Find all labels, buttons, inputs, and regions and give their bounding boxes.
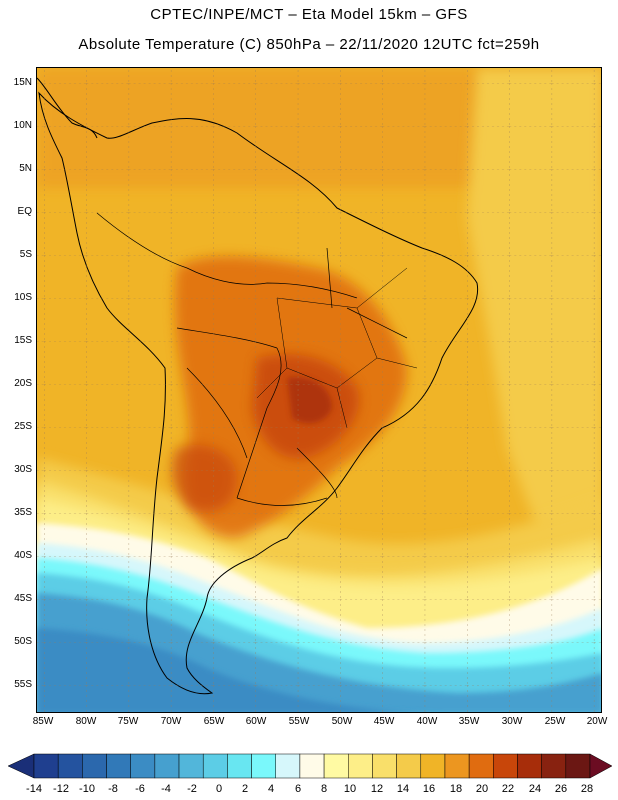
- colorbar-swatch: [493, 753, 518, 779]
- lon-label: 70W: [160, 716, 182, 727]
- colorbar-label: 16: [422, 783, 436, 795]
- lat-label: 20S: [14, 378, 32, 389]
- colorbar-label: -10: [79, 783, 95, 795]
- lat-label: 5N: [19, 163, 32, 174]
- lat-label: 25S: [14, 421, 32, 432]
- colorbar-label: -12: [53, 783, 69, 795]
- colorbar-label: 26: [554, 783, 568, 795]
- lon-label: 65W: [203, 716, 225, 727]
- colorbar-label: 0: [215, 783, 223, 795]
- colorbar-label: -6: [135, 783, 145, 795]
- colorbar-label: 24: [528, 783, 542, 795]
- lon-label: 85W: [32, 716, 54, 727]
- colorbar: [7, 753, 613, 779]
- colorbar-label: 12: [370, 783, 384, 795]
- colorbar-label: -8: [108, 783, 118, 795]
- lon-label: 55W: [288, 716, 310, 727]
- colorbar-swatch: [468, 753, 494, 779]
- colorbar-label: 14: [396, 783, 410, 795]
- colorbar-label: 22: [501, 783, 515, 795]
- colorbar-swatch: [517, 753, 542, 779]
- colorbar-swatch: [178, 753, 204, 779]
- lat-label: 40S: [14, 550, 32, 561]
- lon-label: 60W: [245, 716, 267, 727]
- title-line-2: Absolute Temperature (C) 850hPa – 22/11/…: [78, 36, 540, 53]
- temperature-map: [36, 67, 602, 713]
- lon-label: 45W: [373, 716, 395, 727]
- lon-label: 50W: [331, 716, 353, 727]
- colorbar-swatch: [227, 753, 252, 779]
- colorbar-swatch: [396, 753, 422, 779]
- lon-label: 80W: [75, 716, 97, 727]
- colorbar-swatch: [57, 753, 83, 779]
- colorbar-swatch: [82, 753, 107, 779]
- lat-label: 5S: [19, 249, 32, 260]
- colorbar-label: 6: [294, 783, 302, 795]
- lat-label: 50S: [14, 636, 32, 647]
- colorbar-label: 18: [449, 783, 463, 795]
- title-line-1: CPTEC/INPE/MCT – Eta Model 15km – GFS: [150, 6, 468, 23]
- lon-label: 20W: [586, 716, 608, 727]
- colorbar-swatch: [348, 753, 373, 779]
- colorbar-swatch: [323, 753, 349, 779]
- lon-label: 25W: [544, 716, 566, 727]
- colorbar-label: 4: [267, 783, 275, 795]
- colorbar-label: -14: [26, 783, 42, 795]
- lat-label: 55S: [14, 679, 32, 690]
- colorbar-end-left: [7, 753, 35, 779]
- colorbar-swatch: [565, 753, 591, 779]
- colorbar-swatch: [33, 753, 59, 779]
- lon-label: 75W: [117, 716, 139, 727]
- lon-label: 30W: [501, 716, 523, 727]
- colorbar-label: 20: [475, 783, 489, 795]
- lat-label: EQ: [17, 206, 32, 217]
- lon-label: 35W: [458, 716, 480, 727]
- colorbar-label: -2: [187, 783, 197, 795]
- colorbar-label: 2: [241, 783, 249, 795]
- colorbar-end-right: [589, 753, 613, 779]
- colorbar-swatch: [202, 753, 228, 779]
- lat-label: 30S: [14, 464, 32, 475]
- colorbar-label: 28: [580, 783, 594, 795]
- colorbar-swatch: [372, 753, 397, 779]
- lat-lon-grid: [37, 68, 601, 712]
- lat-label: 45S: [14, 593, 32, 604]
- lon-label: 40W: [416, 716, 438, 727]
- lat-label: 35S: [14, 507, 32, 518]
- colorbar-swatch: [541, 753, 567, 779]
- colorbar-swatch: [106, 753, 131, 779]
- colorbar-swatch: [420, 753, 446, 779]
- lat-label: 15N: [13, 77, 32, 88]
- lat-label: 10N: [13, 120, 32, 131]
- lat-label: 10S: [14, 292, 32, 303]
- colorbar-swatch: [299, 753, 325, 779]
- colorbar-label: 10: [343, 783, 357, 795]
- colorbar-swatch: [275, 753, 301, 779]
- colorbar-swatch: [130, 753, 156, 779]
- colorbar-label: -4: [161, 783, 171, 795]
- colorbar-swatch: [251, 753, 276, 779]
- colorbar-swatch: [154, 753, 180, 779]
- colorbar-swatch: [444, 753, 470, 779]
- lat-label: 15S: [14, 335, 32, 346]
- colorbar-label: 8: [320, 783, 328, 795]
